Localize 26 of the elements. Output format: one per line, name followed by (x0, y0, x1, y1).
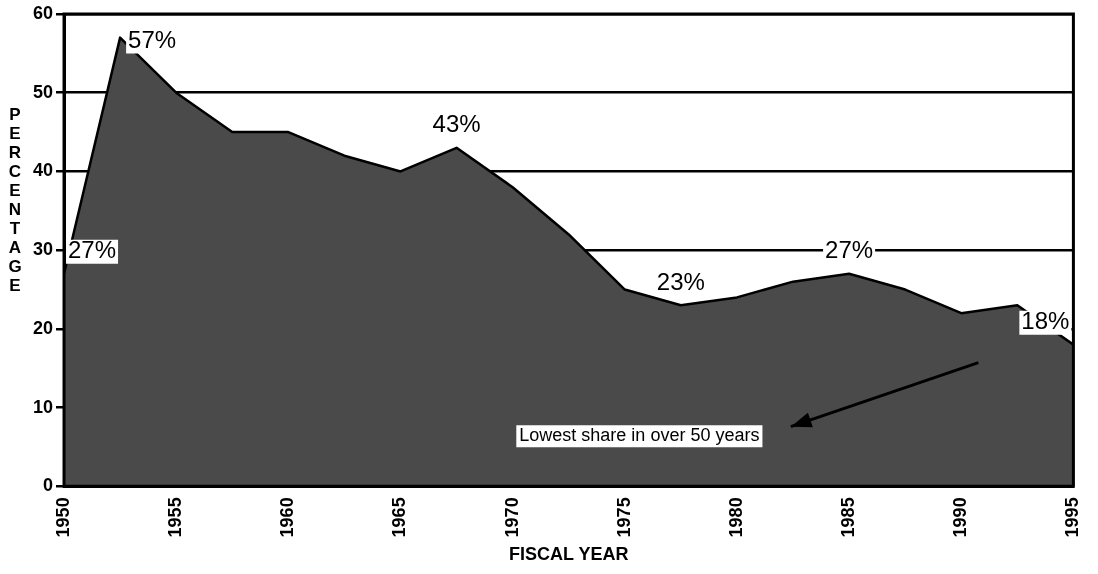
x-tick-label: 1995 (1062, 497, 1083, 538)
x-tick-label: 1990 (950, 497, 971, 538)
annotation: Lowest share in over 50 years (519, 425, 760, 446)
x-tick-label: 1960 (277, 497, 298, 538)
y-tick-label: 40 (32, 160, 54, 181)
y-tick-label: 30 (32, 239, 54, 260)
x-tick-label: 1975 (613, 497, 634, 538)
annotation: 43% (432, 110, 481, 138)
y-tick-label: 10 (32, 396, 54, 417)
x-tick-label: 1980 (725, 497, 746, 538)
y-tick-label: 20 (32, 317, 54, 338)
x-tick-label: 1955 (165, 497, 186, 538)
y-tick-label: 50 (32, 81, 54, 102)
y-tick-label: 60 (32, 2, 54, 23)
x-tick-label: 1965 (389, 497, 410, 538)
annotation: 27% (825, 236, 874, 264)
annotation: 27% (68, 236, 117, 264)
annotation: 18% (1021, 307, 1070, 335)
x-tick-label: 1950 (52, 497, 73, 538)
x-tick-label: 1985 (838, 497, 859, 538)
annotation: 23% (656, 267, 705, 295)
annotation: 57% (128, 26, 177, 54)
text: PERCENTAGE (8, 105, 22, 295)
x-tick-label: 1970 (501, 497, 522, 538)
y-tick-label: 0 (43, 475, 54, 496)
x-axis-title: FISCAL YEAR (509, 544, 629, 565)
